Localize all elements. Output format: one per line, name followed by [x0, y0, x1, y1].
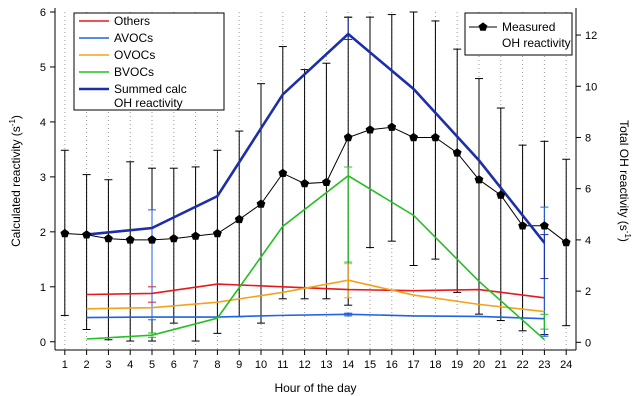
legend-right: Measured OH reactivity: [464, 12, 573, 56]
data-point-measured: [300, 179, 309, 188]
data-point-measured: [278, 168, 288, 177]
error-bars: [60, 11, 571, 342]
data-point-measured: [452, 148, 462, 157]
y-right-tick-label: 10: [585, 81, 597, 93]
x-tick-label: 2: [84, 359, 90, 371]
data-point-measured: [540, 221, 549, 230]
x-tick-label: 13: [320, 359, 332, 371]
legend-label-summed-calc-line2: OH reactivity: [114, 96, 183, 110]
x-tick-label: 7: [193, 359, 199, 371]
x-tick-label: 8: [214, 359, 220, 371]
x-tick-label: 17: [407, 359, 419, 371]
x-tick-label: 11: [277, 359, 288, 371]
y-left-tick-label: 3: [40, 172, 46, 184]
data-points: [60, 122, 571, 247]
x-tick-label: 4: [127, 359, 133, 371]
x-tick-label: 6: [171, 359, 177, 371]
data-point-measured: [147, 235, 157, 244]
series-line-bvocs: [86, 174, 545, 341]
x-tick-label: 9: [236, 359, 242, 371]
legend-right-box: [464, 12, 573, 56]
data-point-measured: [234, 214, 244, 224]
y-left-tick-label: 0: [40, 337, 46, 349]
legend-label-avocs: AVOCs: [114, 31, 153, 45]
y-right-tick-label: 0: [585, 337, 591, 349]
legend-left-box: [73, 12, 225, 111]
y-left-tick-label: 6: [40, 7, 46, 19]
data-point-measured: [474, 175, 484, 184]
x-tick-label: 1: [62, 359, 68, 371]
y-right-tick-label: 2: [585, 286, 591, 298]
y-left-tick-label: 2: [40, 227, 46, 239]
data-point-measured: [322, 177, 331, 186]
legend-label-measured-line2: OH reactivity: [502, 36, 571, 50]
y-right-tick-label: 6: [585, 184, 591, 196]
data-point-measured: [387, 122, 397, 131]
y-right-tick-label: 4: [585, 235, 591, 247]
x-axis-title: Hour of the day: [274, 381, 356, 395]
data-point-measured: [213, 228, 222, 238]
x-tick-label: 23: [538, 359, 550, 371]
y-right-axis-title: Total OH reactivity (s-1): [617, 120, 632, 242]
series-line-others: [86, 283, 545, 299]
data-point-measured: [82, 230, 91, 239]
y-right-tick-label: 8: [585, 132, 591, 144]
legend-label-others: Others: [114, 14, 150, 28]
legend-label-summed-calc: Summed calc: [114, 82, 187, 96]
series-line-summed-calc-oh-reactivity: [86, 32, 546, 244]
series-lines: [64, 32, 567, 341]
y-left-tick-label: 1: [40, 282, 46, 294]
y-right-tick-label: 12: [585, 30, 597, 42]
data-point-measured: [496, 190, 506, 199]
x-tick-label: 16: [386, 359, 398, 371]
y-left-axis-title: Calculated reactivity (s-1): [8, 115, 23, 247]
x-tick-label: 22: [516, 359, 528, 371]
data-point-measured: [409, 132, 418, 142]
x-tick-label: 24: [560, 359, 572, 371]
x-tick-label: 12: [298, 359, 310, 371]
x-tick-label: 19: [451, 359, 463, 371]
x-tick-label: 20: [473, 359, 485, 371]
axes: 1 2 3 4 5 6 7 8 9 10 11 12 13 14 15 16 17 18 19 20 21 22 23 240…: [40, 7, 597, 371]
data-point-measured: [104, 234, 113, 243]
x-tick-label: 15: [364, 359, 376, 371]
data-point-measured: [561, 237, 571, 247]
legend-label-ovocs: OVOCs: [114, 48, 155, 62]
x-tick-label: 14: [342, 359, 354, 371]
y-left-tick-label: 4: [40, 117, 46, 129]
legend-marker-measured: [478, 22, 488, 31]
y-left-tick-label: 5: [40, 62, 46, 74]
x-tick-label: 18: [429, 359, 441, 371]
legend-label-bvocs: BVOCs: [114, 65, 154, 79]
legend-label-measured: Measured: [502, 20, 555, 34]
data-point-measured: [60, 228, 70, 238]
series-line-avocs: [86, 313, 545, 320]
series-line-measured: [64, 126, 567, 243]
x-tick-label: 3: [105, 359, 111, 371]
data-point-measured: [256, 199, 266, 208]
data-point-measured: [431, 132, 440, 142]
data-point-measured: [365, 125, 375, 134]
data-point-measured: [125, 235, 135, 244]
data-point-measured: [343, 132, 353, 142]
x-tick-label: 21: [495, 359, 507, 371]
data-point-measured: [191, 231, 200, 240]
data-point-measured: [518, 221, 527, 230]
x-tick-label: 10: [255, 359, 267, 371]
data-point-measured: [169, 234, 179, 243]
x-tick-label: 5: [149, 359, 155, 371]
series-line-ovocs: [86, 279, 545, 313]
axis-titles: Hour of the day Calculated reactivity (s-…: [8, 115, 632, 395]
